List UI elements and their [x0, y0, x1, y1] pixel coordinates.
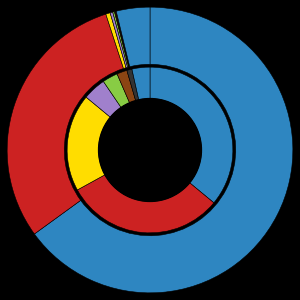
Wedge shape — [106, 13, 126, 68]
Wedge shape — [132, 67, 150, 100]
Wedge shape — [150, 67, 233, 203]
Wedge shape — [86, 82, 121, 117]
Wedge shape — [115, 11, 130, 67]
Wedge shape — [67, 97, 110, 190]
Wedge shape — [103, 74, 130, 107]
Circle shape — [99, 99, 201, 201]
Wedge shape — [7, 14, 124, 234]
Wedge shape — [115, 11, 129, 67]
Wedge shape — [116, 7, 150, 67]
Wedge shape — [110, 12, 128, 68]
Wedge shape — [34, 7, 293, 293]
Wedge shape — [117, 70, 136, 103]
Wedge shape — [77, 175, 214, 233]
Wedge shape — [113, 12, 129, 67]
Wedge shape — [127, 69, 139, 100]
